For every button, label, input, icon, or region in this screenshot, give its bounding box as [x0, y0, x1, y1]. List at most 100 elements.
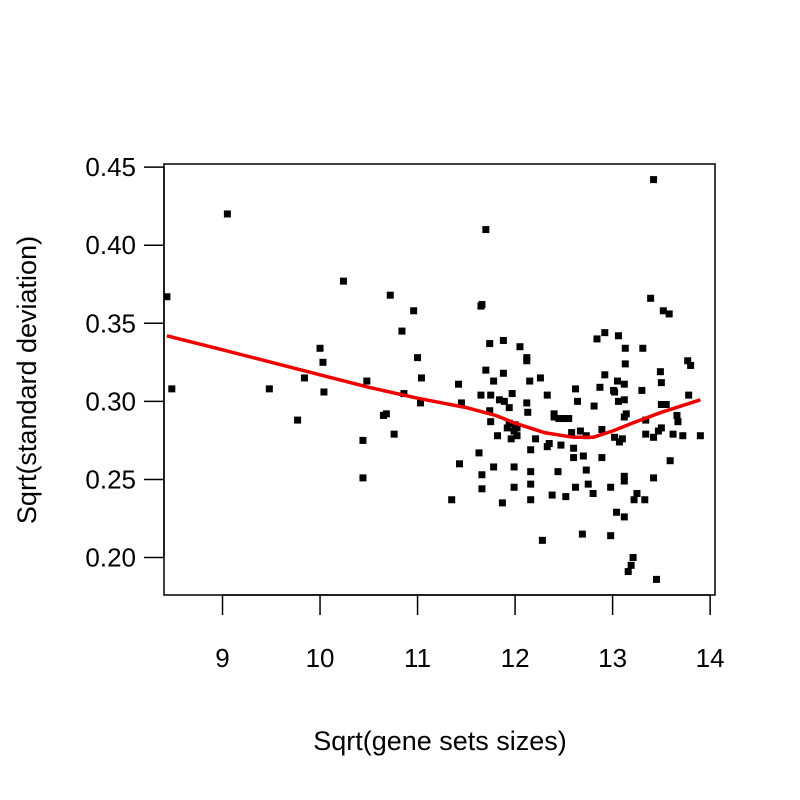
data-point	[560, 415, 568, 423]
data-point	[513, 432, 521, 440]
data-point	[555, 415, 563, 423]
points-layer	[163, 176, 704, 583]
data-point	[416, 399, 424, 407]
data-point	[510, 483, 518, 491]
data-point	[499, 336, 507, 344]
data-point	[486, 407, 494, 415]
data-point	[582, 466, 590, 474]
data-point	[614, 397, 622, 405]
data-point	[554, 468, 562, 476]
data-point	[584, 480, 592, 488]
data-point	[316, 344, 324, 352]
data-point	[613, 508, 621, 516]
data-point	[417, 374, 425, 382]
data-point	[363, 377, 371, 385]
data-point	[478, 301, 486, 309]
plot-frame	[163, 163, 716, 596]
data-point	[674, 418, 682, 426]
data-point	[524, 408, 532, 416]
data-point	[490, 377, 498, 385]
data-point	[657, 400, 665, 408]
data-point	[696, 432, 704, 440]
data-point	[339, 277, 347, 285]
y-tick-label: 0.20	[85, 543, 136, 573]
data-point	[647, 294, 655, 302]
data-point	[562, 493, 570, 501]
data-point	[638, 386, 646, 394]
y-tick-label: 0.40	[85, 230, 136, 260]
data-point	[498, 499, 506, 507]
data-point	[659, 307, 667, 315]
data-point	[601, 371, 609, 379]
data-point	[414, 354, 422, 362]
data-point	[478, 485, 486, 493]
data-point	[657, 424, 665, 432]
data-point	[576, 427, 584, 435]
data-point	[657, 379, 665, 387]
data-point	[565, 415, 573, 423]
data-point	[620, 513, 628, 521]
data-point	[319, 358, 327, 366]
data-point	[490, 463, 498, 471]
data-point	[510, 463, 518, 471]
data-point	[620, 472, 628, 480]
data-point	[223, 210, 231, 218]
data-point	[572, 385, 580, 393]
data-point	[684, 357, 692, 365]
data-point	[601, 329, 609, 337]
data-point	[538, 536, 546, 544]
data-point	[526, 377, 534, 385]
data-point	[548, 491, 556, 499]
data-point	[650, 433, 658, 441]
data-point	[523, 357, 531, 365]
data-point	[642, 416, 650, 424]
data-point	[386, 291, 394, 299]
data-point	[294, 416, 302, 424]
data-point	[448, 496, 456, 504]
data-point	[543, 391, 551, 399]
data-point	[477, 391, 485, 399]
data-point	[499, 369, 507, 377]
data-point	[607, 532, 615, 540]
data-point	[652, 575, 660, 583]
data-point	[536, 374, 544, 382]
data-point	[359, 474, 367, 482]
data-point	[650, 176, 658, 184]
x-tick-label: 12	[501, 643, 530, 673]
data-point	[620, 380, 628, 388]
data-point	[685, 391, 693, 399]
data-point	[487, 391, 495, 399]
y-tick-label: 0.25	[85, 464, 136, 494]
data-point	[320, 388, 328, 396]
data-point	[398, 327, 406, 335]
data-point	[627, 561, 635, 569]
data-point	[669, 430, 677, 438]
data-point	[168, 385, 176, 393]
data-point	[570, 444, 578, 452]
data-point	[629, 554, 637, 562]
data-point	[455, 460, 463, 468]
data-point	[382, 410, 390, 418]
y-axis: 0.20 0.25 0.30 0.35 0.40 0.45	[85, 152, 165, 573]
data-point	[513, 424, 521, 432]
data-point	[662, 400, 670, 408]
x-tick-label: 9	[215, 643, 229, 673]
data-point	[527, 496, 535, 504]
data-point	[596, 383, 604, 391]
data-point	[598, 454, 606, 462]
data-point	[666, 457, 674, 465]
data-point	[508, 390, 516, 398]
data-point	[482, 366, 490, 374]
x-tick-label: 10	[306, 643, 335, 673]
data-point	[572, 483, 580, 491]
data-point	[482, 226, 490, 234]
x-tick-label: 13	[598, 643, 627, 673]
data-point	[557, 441, 565, 449]
data-point	[410, 307, 418, 315]
y-tick-label: 0.45	[85, 152, 136, 182]
data-point	[527, 480, 535, 488]
data-point	[527, 446, 535, 454]
data-point	[495, 396, 503, 404]
data-point	[573, 397, 581, 405]
